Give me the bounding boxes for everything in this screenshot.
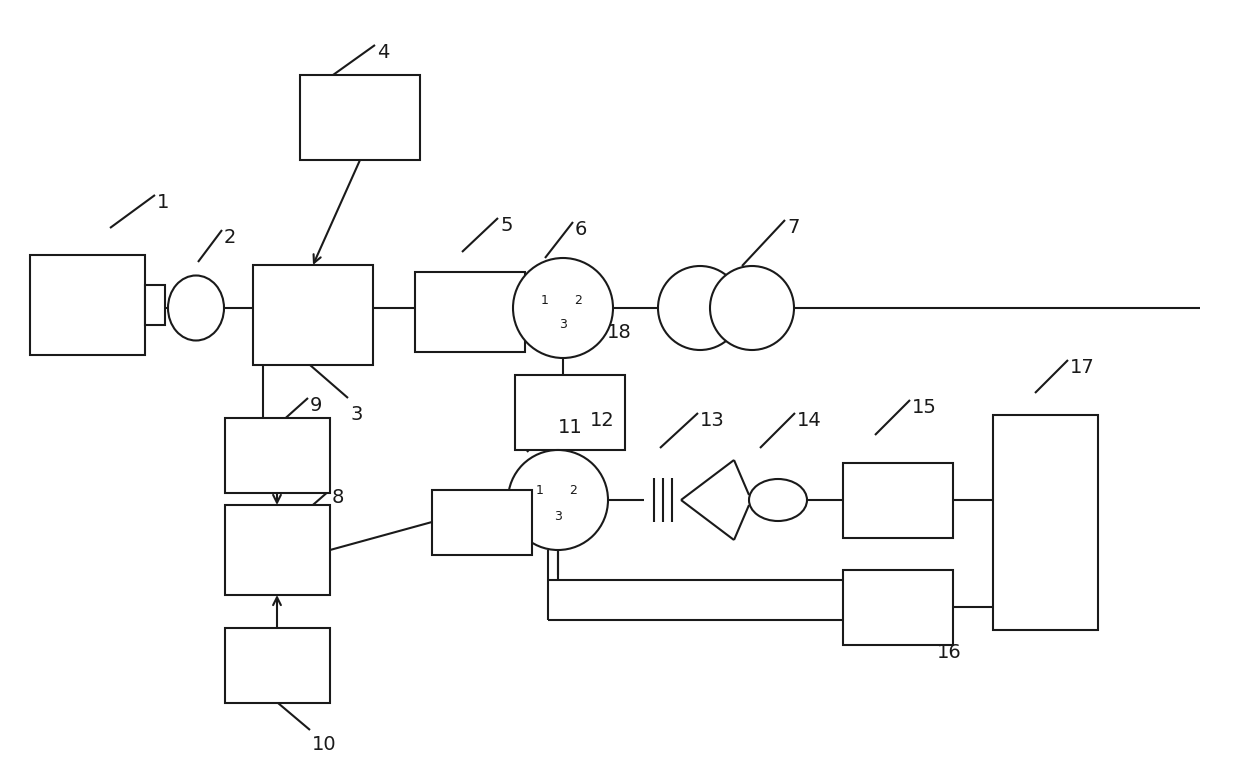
Text: 6: 6 (575, 220, 588, 239)
Text: 1: 1 (157, 193, 170, 212)
Text: 8: 8 (332, 488, 345, 507)
Text: 5: 5 (500, 216, 512, 235)
Text: 12: 12 (590, 411, 615, 430)
Circle shape (711, 266, 794, 350)
Text: 9: 9 (310, 396, 322, 415)
Text: 15: 15 (911, 398, 937, 417)
Bar (993, 415, 1097, 630)
Text: 4: 4 (377, 43, 389, 62)
Bar (30, 255, 145, 355)
Text: 13: 13 (701, 411, 724, 430)
Circle shape (513, 258, 613, 358)
Bar (432, 490, 532, 555)
Text: 2: 2 (569, 484, 577, 497)
Bar (224, 418, 330, 493)
Text: 14: 14 (797, 411, 822, 430)
Bar (843, 570, 954, 645)
Text: 17: 17 (1070, 358, 1095, 377)
Text: 1: 1 (536, 484, 544, 497)
Bar (515, 375, 625, 450)
Text: 11: 11 (558, 418, 583, 437)
Ellipse shape (167, 275, 224, 341)
Ellipse shape (749, 479, 807, 521)
Text: 3: 3 (554, 509, 562, 523)
Text: 10: 10 (312, 735, 336, 754)
Bar (224, 505, 330, 595)
Text: 18: 18 (608, 323, 631, 342)
Bar (415, 272, 525, 352)
Text: 2: 2 (224, 228, 237, 247)
Text: 16: 16 (937, 643, 962, 662)
Text: 2: 2 (574, 293, 582, 307)
Bar (224, 628, 330, 703)
Text: 1: 1 (541, 293, 549, 307)
Bar (145, 285, 165, 325)
Text: 7: 7 (787, 218, 800, 237)
Bar (253, 265, 373, 365)
Circle shape (658, 266, 742, 350)
Text: 3: 3 (350, 405, 362, 424)
Bar (843, 463, 954, 538)
Text: 3: 3 (559, 317, 567, 331)
Bar (300, 75, 420, 160)
Circle shape (508, 450, 608, 550)
